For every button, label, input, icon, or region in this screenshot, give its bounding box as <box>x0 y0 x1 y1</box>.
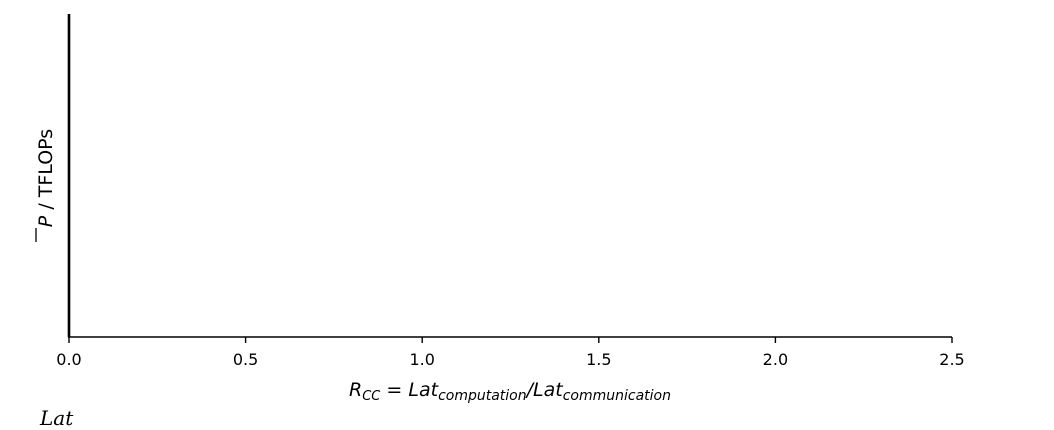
x-tick-label: 2.5 <box>939 350 964 369</box>
y-axis-label-group: P / TFLOPs <box>35 129 57 242</box>
x-tick-label: 0.0 <box>56 350 81 369</box>
x-tick-label: 1.5 <box>586 350 611 369</box>
x-axis-label: RCC = Latcomputation/Latcommunication <box>349 379 671 404</box>
x-tick-label: 1.0 <box>409 350 434 369</box>
y-axis-label: P / TFLOPs <box>35 129 57 227</box>
x-ticks: 0.0 0.5 1.0 1.5 2.0 2.5 <box>56 337 965 369</box>
x-tick-label: 0.5 <box>233 350 258 369</box>
x-tick-label: 2.0 <box>763 350 788 369</box>
footer-text-fragment: Lat <box>40 406 74 430</box>
